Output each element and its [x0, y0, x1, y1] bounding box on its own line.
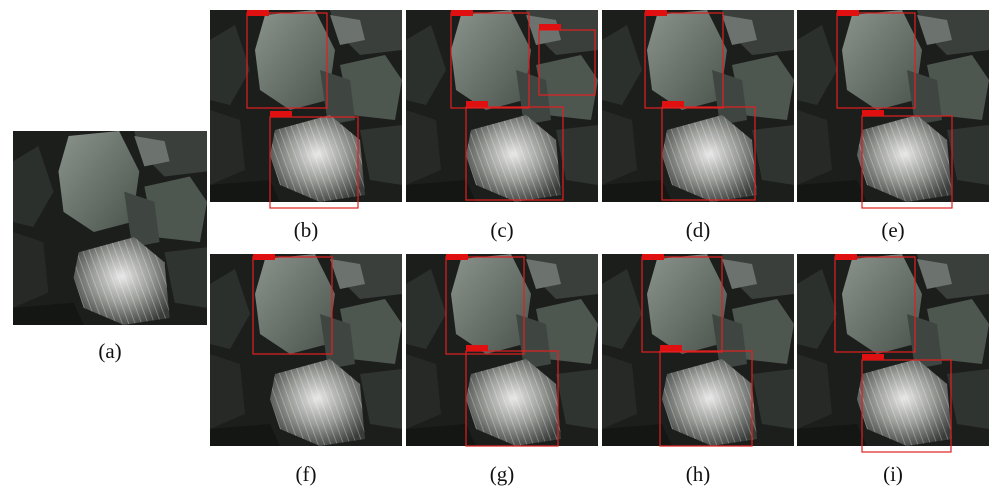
- panel-caption: (i): [883, 462, 903, 486]
- photo: [602, 254, 794, 446]
- detection-tag: [642, 254, 664, 260]
- detection-tag: [645, 10, 667, 16]
- image-panel: [602, 254, 794, 446]
- panel-caption: (h): [686, 462, 711, 486]
- panel-caption: (c): [490, 218, 513, 242]
- photo: [13, 131, 207, 325]
- photo: [602, 10, 794, 202]
- panel-caption: (d): [686, 218, 711, 242]
- figure: (a) (b) (c) (d) (e) (f) (g) (h) (i): [0, 0, 992, 488]
- detection-tag: [466, 345, 488, 351]
- detection-tag: [835, 254, 857, 260]
- detection-tag: [837, 10, 859, 16]
- detection-tag: [270, 111, 292, 117]
- image-panel: [797, 10, 989, 208]
- image-panel: [210, 10, 402, 208]
- image-panel: [406, 254, 598, 446]
- image-panel: [210, 254, 402, 446]
- detection-tag: [862, 110, 884, 116]
- detection-tag: [253, 254, 275, 260]
- detection-tag: [662, 101, 684, 107]
- detection-tag: [247, 10, 269, 16]
- image-panel: [797, 254, 989, 452]
- detection-tag: [539, 24, 561, 30]
- photo: [210, 254, 402, 446]
- panel-caption: (e): [881, 218, 904, 242]
- detection-tag: [466, 101, 488, 107]
- photo: [797, 254, 989, 446]
- image-panel: [13, 131, 207, 325]
- detection-tag: [451, 10, 473, 16]
- detection-tag: [446, 254, 468, 260]
- image-panel: [406, 10, 598, 202]
- panel-caption: (g): [490, 462, 515, 486]
- detection-tag: [862, 354, 884, 360]
- panel-caption: (a): [98, 339, 121, 363]
- panel-caption: (b): [294, 218, 319, 242]
- photo: [210, 10, 402, 202]
- photo: [406, 254, 598, 446]
- panels: (a) (b) (c) (d) (e) (f) (g) (h) (i): [13, 10, 989, 486]
- panel-caption: (f): [296, 462, 317, 486]
- photo: [406, 10, 598, 202]
- detection-tag: [660, 345, 682, 351]
- image-panel: [602, 10, 794, 202]
- photo: [797, 10, 989, 202]
